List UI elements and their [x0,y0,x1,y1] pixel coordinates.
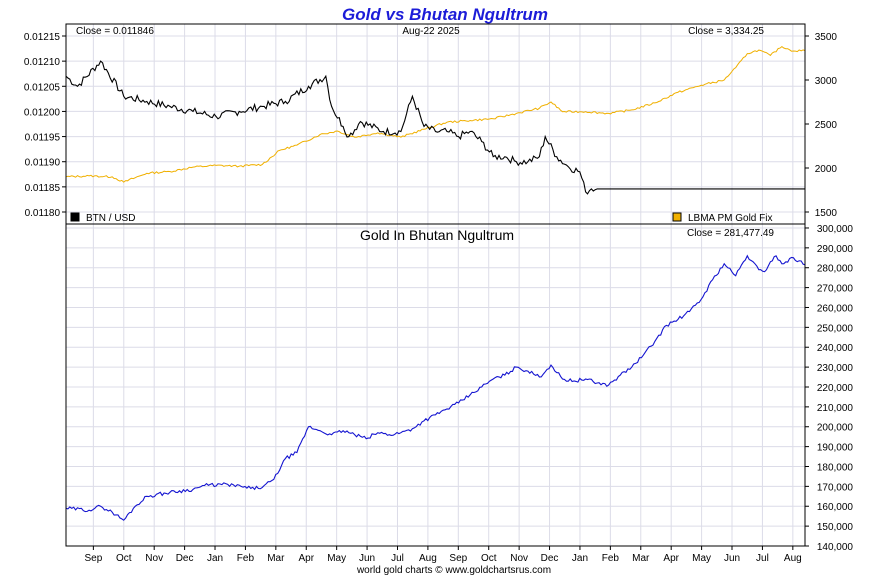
x-tick-label: Oct [481,553,497,564]
top-right-tick-label: 3500 [815,32,838,43]
bottom-close-label: Close = 281,477.49 [687,228,774,239]
bottom-right-tick-label: 200,000 [817,423,854,434]
x-tick-label: Jun [359,553,375,564]
legend-swatch-btn-usd [70,212,80,222]
x-tick-label: Sep [449,553,467,564]
x-tick-label: Sep [84,553,102,564]
left-tick-label: 0.01185 [25,183,61,194]
x-tick-label: Mar [632,553,650,564]
bottom-right-tick-label: 220,000 [817,383,854,394]
x-tick-label: Aug [419,553,437,564]
left-tick-label: 0.01210 [24,57,61,68]
x-tick-label: Apr [298,553,314,564]
bottom-right-tick-label: 290,000 [817,244,854,255]
top-right-axis-ticks: 3500 3000 2500 2000 1500 [805,32,837,219]
x-tick-label: May [692,553,711,564]
legend-label-lbma-gold-fix: LBMA PM Gold Fix [688,213,772,224]
x-tick-label: Oct [116,553,132,564]
bottom-right-tick-label: 230,000 [817,363,854,374]
footer-credit: world gold charts © www.goldchartsrus.co… [356,565,551,575]
x-tick-label: Mar [267,553,285,564]
bottom-right-tick-label: 160,000 [817,502,854,513]
bottom-right-tick-label: 240,000 [817,343,854,354]
x-tick-label: Jul [756,553,769,564]
bottom-right-tick-label: 190,000 [817,443,854,454]
bottom-right-tick-label: 270,000 [817,284,854,295]
top-right-tick-label: 3000 [815,76,838,87]
bottom-panel-frame [65,223,806,547]
left-tick-label: 0.01190 [25,158,61,169]
bottom-right-axis-ticks: 300,000 290,000 280,000 270,000 260,000 250,0… [805,224,853,553]
x-tick-label: Nov [510,553,528,564]
top-right-close-label: Close = 3,334.25 [688,26,764,37]
bottom-right-tick-label: 170,000 [817,482,854,493]
top-left-axis-ticks: 0.01215 0.01210 0.01205 0.01200 0.01195 0.011… [24,32,66,219]
bottom-panel-title: Gold In Bhutan Ngultrum [360,227,514,243]
series-line-lbma-gold-fix [65,45,806,183]
top-date-label: Aug-22 2025 [402,26,460,37]
top-right-tick-label: 1500 [815,208,838,219]
legend-label-btn-usd: BTN / USD [86,213,135,224]
left-tick-label: 0.01195 [25,133,61,144]
bottom-right-tick-label: 250,000 [817,323,854,334]
left-tick-label: 0.01180 [25,208,61,219]
x-tick-label: May [327,553,346,564]
x-tick-label: Jan [572,553,588,564]
x-axis-ticks: Sep Oct Nov Dec Jan Feb Mar Apr May Jun Jul Aug Sep O… [84,546,802,564]
top-left-close-label: Close = 0.011846 [76,26,154,37]
x-tick-label: Aug [784,553,802,564]
x-tick-label: Jan [207,553,223,564]
bottom-right-tick-label: 210,000 [817,403,854,414]
bottom-right-tick-label: 180,000 [817,462,854,473]
top-right-tick-label: 2500 [815,120,838,131]
top-right-tick-label: 2000 [815,164,838,175]
series-line-gold-in-ngultrum [65,254,806,521]
left-tick-label: 0.01205 [24,82,61,93]
series-line-btn-usd [65,60,805,195]
x-tick-label: Dec [176,553,194,564]
bottom-right-tick-label: 300,000 [817,224,854,235]
x-tick-label: Jul [391,553,404,564]
x-tick-label: Feb [602,553,620,564]
bottom-right-tick-label: 260,000 [817,303,854,314]
legend-swatch-lbma-gold-fix [672,212,682,222]
chart-title: Gold vs Bhutan Ngultrum [342,5,548,24]
x-tick-label: Apr [663,553,679,564]
bottom-right-tick-label: 150,000 [817,522,854,533]
bottom-panel-grid [66,224,805,547]
bottom-right-tick-label: 140,000 [817,542,854,553]
left-tick-label: 0.01215 [24,32,61,43]
x-tick-label: Dec [541,553,559,564]
bottom-right-tick-label: 280,000 [817,264,854,275]
x-tick-label: Feb [237,553,255,564]
x-tick-label: Nov [145,553,163,564]
left-tick-label: 0.01200 [24,107,61,118]
x-tick-label: Jun [724,553,740,564]
